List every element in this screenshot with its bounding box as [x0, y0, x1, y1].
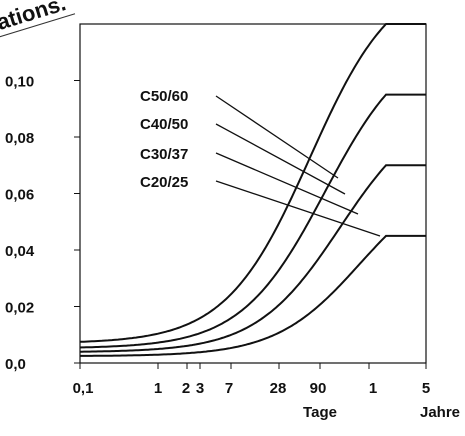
- series-label: C40/50: [140, 116, 188, 133]
- x-tick-label: 3: [196, 380, 204, 397]
- series-label: C50/60: [140, 88, 188, 105]
- series-line-C20-25: [80, 234, 426, 357]
- series-leader-line: [215, 95, 339, 179]
- axes: [74, 23, 427, 369]
- series-line-C40-50: [79, 93, 426, 349]
- x-tick-label: 7: [225, 380, 233, 397]
- x-tick-label: 28: [270, 380, 287, 397]
- y-tick-label: 0,02: [5, 300, 34, 317]
- x-unit-label-years: Jahre: [420, 404, 460, 421]
- tick-labels: 0,0 0,02 0,04 0,06 0,08 0,10 0,1 1 2 3 7 28 90 1 5 Tage…: [5, 74, 460, 422]
- series-leader-line: [215, 152, 359, 215]
- x-tick-label: 0,1: [73, 380, 94, 397]
- series-leader-line: [215, 180, 381, 237]
- x-unit-label-days: Tage: [303, 404, 337, 421]
- series-line-C50-60: [79, 23, 426, 343]
- series-line-C30-37: [80, 164, 426, 353]
- series-label: C20/25: [140, 174, 188, 191]
- y-tick-label: 0,04: [5, 243, 35, 260]
- series-leader-line: [215, 123, 346, 195]
- y-tick-label: 0,10: [5, 74, 34, 91]
- x-tick-label: 5: [422, 380, 430, 397]
- series-label: C30/37: [140, 146, 188, 163]
- x-tick-label: 90: [310, 380, 327, 397]
- x-tick-label: 1: [369, 380, 377, 397]
- y-tick-label: 0,06: [5, 187, 34, 204]
- y-tick-label: 0,0: [5, 356, 26, 373]
- y-tick-label: 0,08: [5, 130, 34, 147]
- series-labels: C50/60 C40/50 C30/37 C20/25: [140, 88, 381, 237]
- series-curves: [79, 23, 426, 357]
- x-tick-label: 2: [182, 380, 190, 397]
- x-tick-label: 1: [154, 380, 162, 397]
